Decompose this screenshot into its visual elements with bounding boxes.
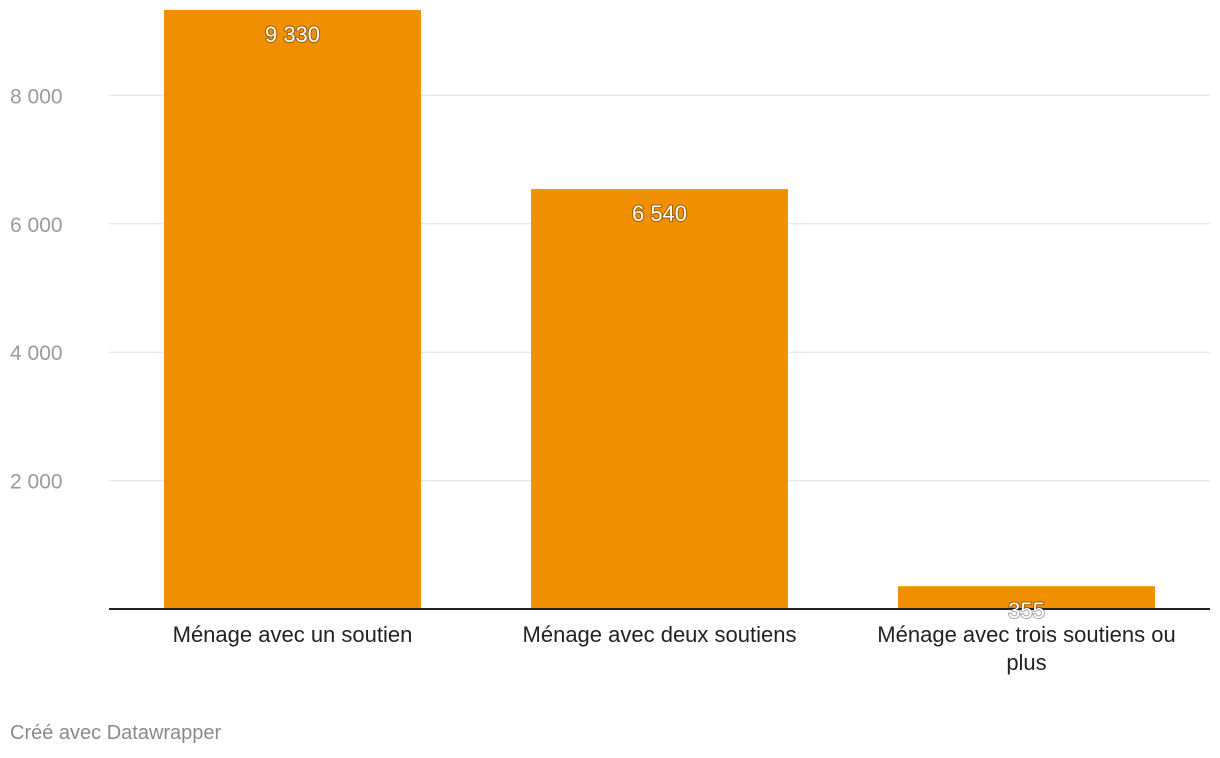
data-label: 6 540 xyxy=(632,201,687,226)
bar xyxy=(531,189,788,609)
y-tick-label: 4 000 xyxy=(10,342,63,365)
bar xyxy=(898,586,1155,609)
x-axis-categories: Ménage avec un soutien Ménage avec deux s… xyxy=(173,622,1176,675)
x-category-label: Ménage avec un soutien xyxy=(173,622,413,647)
y-axis-ticks: 2 000 4 000 6 000 8 000 xyxy=(10,85,63,493)
data-labels: 9 330 6 540 355 xyxy=(264,21,1046,624)
bar-chart: 2 000 4 000 6 000 8 000 Ménage avec un sout… xyxy=(10,10,1210,675)
data-label: 9 330 xyxy=(265,22,320,47)
bar xyxy=(164,10,421,609)
x-category-label: Ménage avec deux soutiens xyxy=(523,622,797,647)
y-tick-label: 6 000 xyxy=(10,214,63,237)
bars xyxy=(164,10,1155,609)
credit-text: Créé avec Datawrapper xyxy=(10,722,222,744)
x-category-label: Ménage avec trois soutiens ou plus xyxy=(877,622,1175,675)
data-label: 355 xyxy=(1008,598,1045,623)
y-tick-label: 8 000 xyxy=(10,85,63,108)
y-tick-label: 2 000 xyxy=(10,471,63,494)
